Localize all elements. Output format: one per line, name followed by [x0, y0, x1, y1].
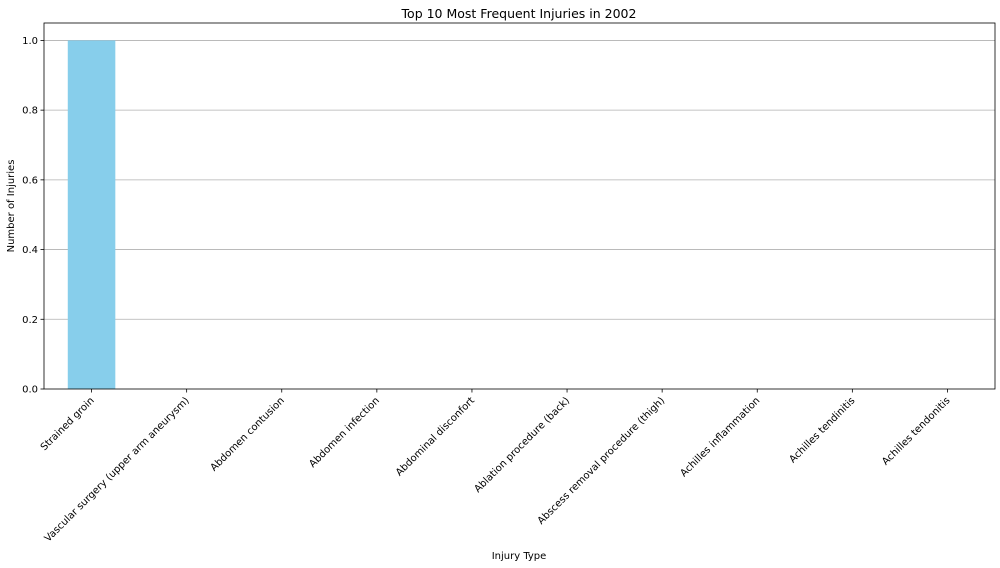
x-tick-label: Vascular surgery (upper arm aneurysm)	[43, 395, 192, 544]
x-tick-label: Strained groin	[39, 395, 97, 453]
grid-lines	[44, 40, 995, 320]
x-tick-label: Abdomen infection	[307, 395, 382, 470]
x-tick-label: Achilles tendonitis	[880, 395, 952, 467]
x-tick-label: Abdomen contusion	[209, 395, 287, 473]
y-axis-label: Number of Injuries	[6, 160, 17, 253]
x-tick-label: Abdominal disconfort	[394, 395, 477, 478]
x-axis-label: Injury Type	[492, 551, 547, 562]
y-tick-label: 0.6	[22, 175, 38, 186]
chart-title: Top 10 Most Frequent Injuries in 2002	[401, 6, 637, 21]
x-tick-label: Ablation procedure (back)	[473, 395, 573, 495]
y-axis-ticks: 0.0 0.2 0.4 0.6 0.8 1.0	[22, 36, 44, 396]
y-tick-label: 0.0	[22, 385, 38, 396]
y-tick-label: 0.4	[22, 245, 38, 256]
y-tick-label: 1.0	[22, 36, 38, 47]
y-tick-label: 0.2	[22, 315, 38, 326]
bars	[67, 40, 116, 390]
x-tick-label: Achilles tendinitis	[788, 395, 858, 465]
bar	[67, 40, 116, 390]
plot-frame	[43, 22, 996, 390]
x-tick-label: Achilles inflammation	[678, 395, 762, 479]
y-tick-label: 0.8	[22, 106, 38, 117]
